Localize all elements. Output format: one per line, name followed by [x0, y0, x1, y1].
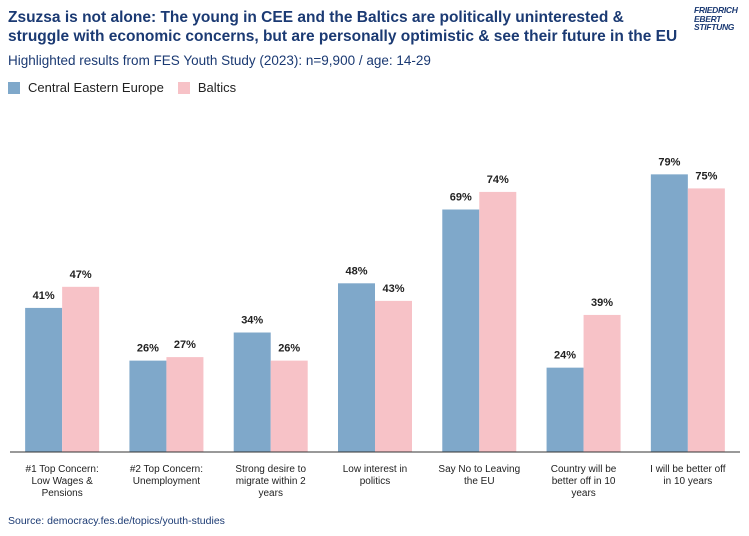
data-label-baltics-5: 39% — [591, 297, 613, 309]
category-label-0-line-1: Low Wages & — [31, 476, 93, 487]
category-label-3-line-1: politics — [360, 476, 391, 487]
category-label-3-line-0: Low interest in — [343, 464, 407, 475]
bar-cee-2 — [233, 332, 271, 452]
category-label-2-line-1: migrate within 2 — [236, 476, 306, 487]
data-label-cee-5: 24% — [554, 350, 576, 362]
bar-baltics-2 — [270, 360, 308, 452]
legend-swatch-baltics — [177, 81, 190, 94]
data-label-cee-2: 34% — [241, 315, 263, 327]
bar-baltics-3 — [375, 300, 412, 452]
data-label-cee-4: 69% — [450, 191, 472, 203]
category-label-6-line-1: in 10 years — [663, 476, 712, 487]
chart-subtitle: Highlighted results from FES Youth Study… — [8, 53, 431, 68]
category-label-0-line-0: #1 Top Concern: — [26, 464, 99, 475]
bar-cee-6 — [650, 174, 688, 453]
category-label-5-line-2: years — [571, 488, 595, 499]
category-label-2-line-2: years — [258, 488, 282, 499]
fes-logo: FRIEDRICH EBERT STIFTUNG — [694, 6, 744, 32]
bar-baltics-6 — [687, 188, 725, 452]
data-label-cee-0: 41% — [33, 290, 55, 302]
legend-item-cee: Central Eastern Europe — [8, 80, 164, 95]
chart-legend: Central Eastern Europe Baltics — [8, 80, 250, 95]
bar-cee-5 — [546, 367, 584, 452]
data-label-cee-6: 79% — [658, 156, 680, 168]
category-label-4-line-1: the EU — [464, 476, 495, 487]
bar-baltics-4 — [479, 191, 517, 452]
legend-label-cee: Central Eastern Europe — [28, 80, 164, 95]
bar-baltics-5 — [583, 314, 621, 452]
category-label-1-line-1: Unemployment — [133, 476, 200, 487]
data-label-baltics-0: 47% — [70, 269, 92, 281]
bar-cee-0 — [25, 307, 63, 452]
data-label-cee-1: 26% — [137, 343, 159, 355]
chart-title: Zsuzsa is not alone: The young in CEE an… — [8, 9, 678, 45]
category-label-2-line-0: Strong desire to — [235, 464, 306, 475]
legend-item-baltics: Baltics — [177, 80, 237, 95]
category-label-6-line-0: I will be better off — [650, 464, 726, 475]
data-label-baltics-4: 74% — [487, 174, 509, 186]
category-label-5-line-1: better off in 10 — [552, 476, 616, 487]
data-label-baltics-2: 26% — [278, 343, 300, 355]
logo-line-2: EBERT — [694, 13, 722, 24]
category-label-1-line-0: #2 Top Concern: — [130, 464, 203, 475]
bar-baltics-0 — [62, 286, 100, 452]
bar-baltics-1 — [166, 357, 204, 452]
bar-cee-1 — [129, 360, 167, 452]
category-label-0-line-2: Pensions — [42, 488, 83, 499]
category-label-4-line-0: Say No to Leaving — [438, 464, 520, 475]
source-note: Source: democracy.fes.de/topics/youth-st… — [8, 515, 225, 527]
logo-line-3: STIFTUNG — [694, 22, 735, 32]
data-label-cee-3: 48% — [345, 265, 367, 277]
bar-cee-3 — [338, 283, 375, 452]
legend-label-baltics: Baltics — [197, 80, 237, 95]
category-label-5-line-0: Country will be — [551, 464, 617, 475]
data-label-baltics-6: 75% — [695, 170, 717, 182]
logo-line-1: FRIEDRICH — [694, 5, 738, 15]
data-label-baltics-3: 43% — [382, 283, 404, 295]
data-label-baltics-1: 27% — [174, 339, 196, 351]
legend-swatch-cee — [8, 81, 20, 94]
bar-cee-4 — [442, 209, 480, 452]
